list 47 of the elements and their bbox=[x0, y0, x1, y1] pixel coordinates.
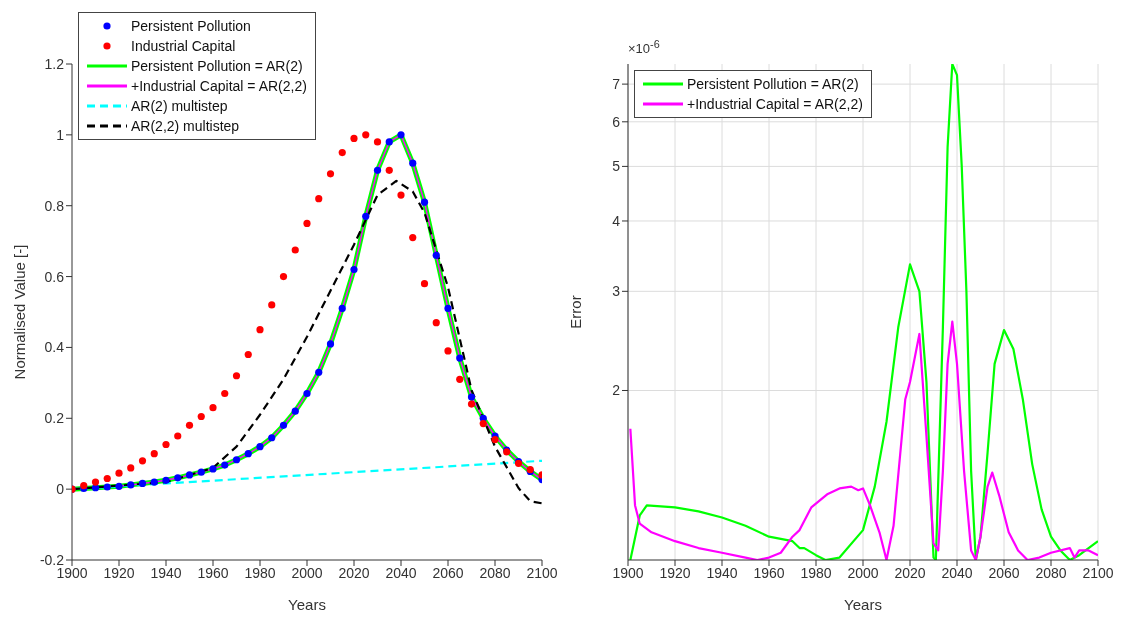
y-tick-label: 0.4 bbox=[44, 339, 65, 356]
x-tick-label: 1980 bbox=[244, 564, 276, 581]
x-tick-label: 2100 bbox=[1082, 564, 1114, 581]
x-axis-title: Years bbox=[288, 596, 326, 613]
x-tick-label: 2000 bbox=[847, 564, 879, 581]
y-axis-title: Normalised Value [-] bbox=[11, 244, 29, 380]
y-axis-title: Error bbox=[567, 295, 585, 329]
x-tick-label: 2000 bbox=[291, 564, 323, 581]
y-tick-label: 6 bbox=[612, 113, 621, 130]
y-tick-label: 0.6 bbox=[44, 268, 65, 285]
legend-label: Persistent Pollution bbox=[131, 18, 251, 34]
x-tick-label: 2040 bbox=[385, 564, 417, 581]
text: ×10$^{-6}$ bbox=[628, 38, 660, 57]
y-tick-label: 0 bbox=[56, 481, 65, 498]
x-tick-label: 1940 bbox=[150, 564, 182, 581]
legend-label: +Industrial Capital = AR(2,2) bbox=[687, 96, 863, 112]
y-tick-label: 5 bbox=[612, 158, 621, 175]
legend-label: +Industrial Capital = AR(2,2) bbox=[131, 78, 307, 94]
y-tick-label: 7 bbox=[612, 76, 621, 93]
legend-label: AR(2,2) multistep bbox=[131, 118, 240, 134]
y-tick-label: 1 bbox=[56, 126, 65, 143]
x-tick-label: 1960 bbox=[753, 564, 785, 581]
x-tick-label: 1960 bbox=[197, 564, 229, 581]
x-tick-label: 2080 bbox=[1035, 564, 1067, 581]
x-tick-label: 2100 bbox=[526, 564, 558, 581]
x-tick-label: 2060 bbox=[988, 564, 1020, 581]
x-tick-label: 1920 bbox=[659, 564, 691, 581]
x-tick-label: 2020 bbox=[894, 564, 926, 581]
x-tick-label: 2040 bbox=[941, 564, 973, 581]
x-tick-label: 2060 bbox=[432, 564, 464, 581]
y-tick-label: 1.2 bbox=[44, 55, 65, 72]
legend-label: Persistent Pollution = AR(2) bbox=[131, 58, 303, 74]
y-tick-label: 3 bbox=[612, 283, 621, 300]
x-tick-label: 1920 bbox=[103, 564, 135, 581]
x-tick-label: 2020 bbox=[338, 564, 370, 581]
y-tick-label: 0.8 bbox=[44, 197, 65, 214]
legend-label: AR(2) multistep bbox=[131, 98, 228, 114]
x-tick-label: 1900 bbox=[612, 564, 644, 581]
legend-label: Persistent Pollution = AR(2) bbox=[687, 76, 859, 92]
x-axis-title: Years bbox=[844, 596, 882, 613]
y-tick-label: 0.2 bbox=[44, 410, 65, 427]
y-tick-label: 4 bbox=[612, 212, 621, 229]
x-tick-label: 1940 bbox=[706, 564, 738, 581]
legend-label: Industrial Capital bbox=[131, 38, 236, 54]
x-tick-label: 2080 bbox=[479, 564, 511, 581]
x-tick-label: 1980 bbox=[800, 564, 832, 581]
y-tick-label: 2 bbox=[612, 382, 621, 399]
